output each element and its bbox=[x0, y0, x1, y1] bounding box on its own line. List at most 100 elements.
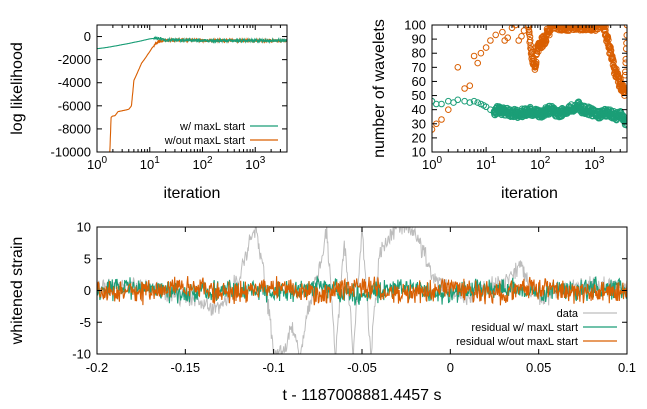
data-point bbox=[623, 121, 627, 129]
legend-label: residual w/ maxL start bbox=[471, 322, 578, 334]
data-point bbox=[438, 116, 445, 123]
data-point bbox=[527, 42, 535, 49]
data-point bbox=[607, 43, 614, 51]
data-point bbox=[618, 80, 626, 88]
y-tick-label: 30 bbox=[412, 116, 426, 131]
data-point bbox=[454, 96, 462, 104]
y-axis-label: number of wavelets bbox=[371, 19, 388, 158]
legend-label: data bbox=[557, 308, 579, 320]
x-tick-label: 0.1 bbox=[618, 360, 636, 375]
data-point bbox=[474, 99, 482, 106]
y-tick-label: -4000 bbox=[58, 75, 91, 90]
data-point bbox=[622, 45, 627, 53]
data-point bbox=[532, 63, 539, 71]
series-points bbox=[432, 96, 627, 129]
plot-frame bbox=[96, 24, 288, 153]
data-point bbox=[526, 33, 534, 41]
plot-area-2 bbox=[97, 227, 627, 354]
x-axis-label: iteration bbox=[164, 185, 221, 202]
data-point bbox=[461, 85, 468, 92]
data-point bbox=[532, 60, 540, 68]
data-point bbox=[621, 85, 627, 92]
data-point bbox=[546, 31, 553, 39]
x-tick-label: 0.05 bbox=[526, 360, 551, 375]
x-tick-label: -0.05 bbox=[347, 360, 377, 375]
data-point bbox=[466, 99, 474, 106]
y-tick-label: 80 bbox=[412, 46, 426, 61]
x-axis-label: t - 1187008881.4457 s bbox=[283, 387, 442, 404]
data-point bbox=[531, 59, 538, 67]
y-tick-label: 10 bbox=[412, 145, 426, 160]
series-points bbox=[432, 25, 627, 133]
plot-area-1 bbox=[432, 25, 627, 133]
data-point bbox=[499, 28, 506, 36]
data-point bbox=[492, 31, 500, 39]
data-point bbox=[482, 44, 490, 51]
data-point bbox=[621, 71, 627, 79]
x-tick-label: 101 bbox=[476, 155, 496, 172]
y-tick-label: -2000 bbox=[58, 52, 91, 67]
data-point bbox=[532, 58, 540, 66]
data-point bbox=[504, 34, 512, 42]
x-axis-label: iteration bbox=[501, 185, 558, 202]
data-point bbox=[621, 114, 627, 121]
data-point bbox=[438, 100, 445, 108]
data-point bbox=[607, 46, 614, 53]
y-tick-label: 40 bbox=[412, 102, 426, 117]
y-tick-label: -10000 bbox=[51, 145, 91, 160]
legend-label: residual w/out maxL start bbox=[456, 336, 578, 348]
y-axis-label: log likelihood bbox=[9, 42, 26, 135]
data-point bbox=[604, 34, 612, 41]
data-point bbox=[470, 52, 478, 60]
x-tick-label: -0.2 bbox=[86, 360, 108, 375]
y-tick-label: 20 bbox=[412, 130, 426, 145]
legend-label: w/ maxL start bbox=[179, 121, 245, 133]
legend: data residual w/ maxL start residual w/out… bbox=[456, 308, 617, 348]
y-tick-label: 0 bbox=[84, 29, 91, 44]
x-tick-label: 100 bbox=[87, 155, 107, 172]
data-point bbox=[518, 33, 525, 40]
data-point bbox=[617, 76, 624, 83]
y-axis-label: whitened strain bbox=[9, 237, 26, 346]
x-tick-label: 102 bbox=[530, 155, 550, 172]
plot-frame bbox=[431, 24, 628, 153]
data-point bbox=[454, 64, 462, 71]
x-tick-label: 102 bbox=[192, 155, 212, 172]
x-tick-label: 103 bbox=[245, 155, 265, 172]
y-tick-label: -8000 bbox=[58, 121, 91, 136]
y-tick-label: 100 bbox=[404, 18, 426, 33]
series-line bbox=[97, 35, 287, 50]
data-point bbox=[474, 59, 482, 67]
data-point bbox=[445, 106, 452, 113]
data-point bbox=[466, 82, 474, 89]
data-point bbox=[470, 97, 478, 105]
data-point bbox=[622, 68, 627, 76]
x-tick-label: 103 bbox=[584, 155, 604, 172]
data-point bbox=[526, 28, 533, 36]
data-point bbox=[621, 88, 627, 95]
data-point bbox=[487, 37, 494, 44]
x-tick-label: 100 bbox=[422, 155, 442, 172]
x-tick-label: 0 bbox=[447, 360, 454, 375]
chart-2: -10 -5 0 5 10 -0.2 -0.15 -0.1 -0.05 0 0.05 0.1 t - 1… bbox=[9, 220, 636, 405]
x-tick-label: 101 bbox=[140, 155, 160, 172]
data-point bbox=[622, 59, 627, 67]
data-point bbox=[477, 49, 485, 57]
series-line bbox=[97, 276, 627, 306]
legend: w/ maxL start w/out maxL start bbox=[164, 121, 278, 147]
y-tick-label: -10 bbox=[72, 347, 91, 362]
plot-frame bbox=[96, 226, 628, 355]
y-tick-label: 50 bbox=[412, 88, 426, 103]
y-tick-label: 90 bbox=[412, 32, 426, 47]
data-point bbox=[602, 25, 609, 31]
y-tick-label: -6000 bbox=[58, 98, 91, 113]
x-tick-label: -0.1 bbox=[262, 360, 284, 375]
y-tick-label: 60 bbox=[412, 74, 426, 89]
plot-area-0 bbox=[97, 35, 287, 152]
y-tick-label: 70 bbox=[412, 60, 426, 75]
data-point bbox=[622, 55, 627, 63]
y-tick-label: 10 bbox=[77, 220, 91, 235]
